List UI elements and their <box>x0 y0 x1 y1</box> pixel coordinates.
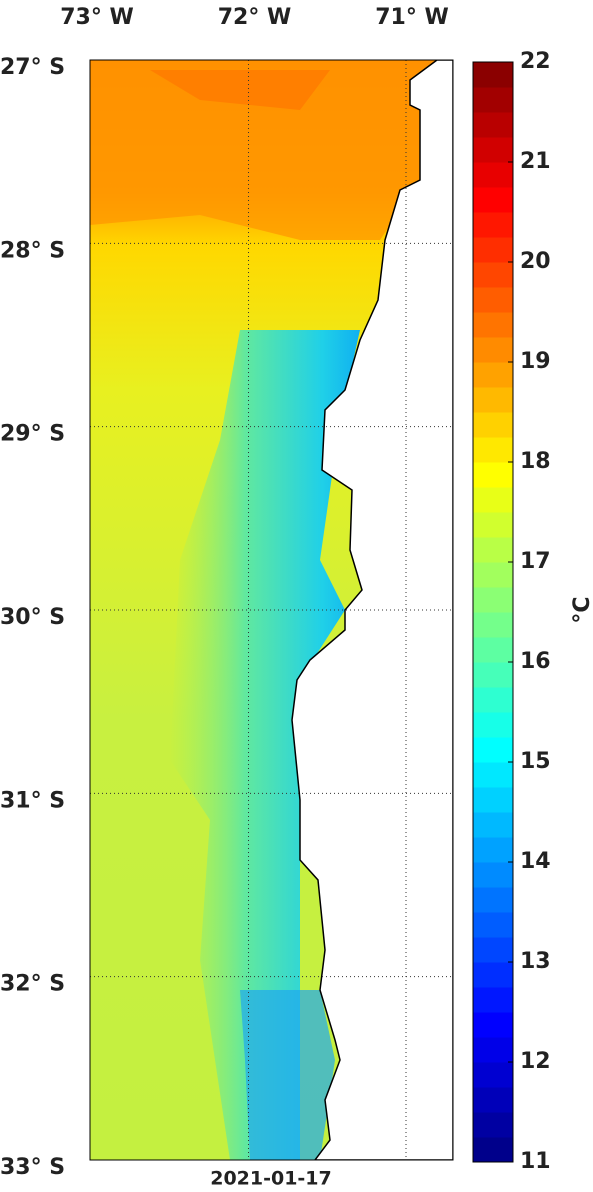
colorbar-band <box>473 712 513 738</box>
colorbar-band <box>473 162 513 188</box>
colorbar-band <box>473 512 513 538</box>
colorbar-band <box>473 412 513 438</box>
map-frame <box>89 59 454 1161</box>
colorbar-tick-label: 16 <box>520 649 551 674</box>
colorbar-tick-label: 17 <box>520 549 551 574</box>
colorbar-band <box>473 812 513 838</box>
date-label: 2021-01-17 <box>210 1168 332 1189</box>
colorbar-band <box>473 987 513 1013</box>
colorbar-band <box>473 962 513 988</box>
colorbar-band <box>473 737 513 763</box>
colorbar-tick-label: 11 <box>520 1149 551 1174</box>
colorbar-band <box>473 312 513 338</box>
colorbar-tick-label: 21 <box>520 149 551 174</box>
colorbar-band <box>473 562 513 588</box>
colorbar-band <box>473 637 513 663</box>
colorbar-tick-label: 19 <box>520 349 551 374</box>
colorbar-frame <box>472 61 514 1163</box>
colorbar-band <box>473 437 513 463</box>
colorbar-band <box>473 612 513 638</box>
colorbar-band <box>473 1012 513 1038</box>
colorbar-band <box>473 487 513 513</box>
colorbar-band <box>473 587 513 613</box>
colorbar-band <box>473 137 513 163</box>
colorbar-band <box>473 287 513 313</box>
colorbar-band <box>473 537 513 563</box>
lat-label: 27° S <box>0 55 65 80</box>
graticule <box>90 60 453 1160</box>
colorbar-tick-label: 22 <box>520 49 551 74</box>
lat-label: 33° S <box>0 1155 65 1180</box>
colorbar-tick-label: 18 <box>520 449 551 474</box>
colorbar-band <box>473 662 513 688</box>
colorbar-tick-label: 13 <box>520 949 551 974</box>
colorbar-band <box>473 1037 513 1063</box>
land <box>291 60 453 1160</box>
colorbar-band <box>473 1062 513 1088</box>
colorbar-band <box>473 887 513 913</box>
colorbar-band <box>473 1112 513 1138</box>
colorbar-band <box>473 687 513 713</box>
colorbar-tick-label: 15 <box>520 749 551 774</box>
lat-label: 30° S <box>0 605 65 630</box>
colorbar-band <box>473 462 513 488</box>
colorbar-band <box>473 1087 513 1113</box>
colorbar-band <box>473 337 513 363</box>
colorbar-band <box>473 762 513 788</box>
colorbar-unit: °C <box>570 596 593 623</box>
colorbar-band <box>473 87 513 113</box>
colorbar-band <box>473 912 513 938</box>
lon-label: 72° W <box>218 5 292 30</box>
colorbar-band <box>473 112 513 138</box>
colorbar-band <box>473 62 513 88</box>
colorbar-tick-label: 14 <box>520 849 551 874</box>
colorbar-band <box>473 937 513 963</box>
colorbar-band <box>473 262 513 288</box>
colorbar-band <box>473 212 513 238</box>
colorbar-band <box>473 387 513 413</box>
colorbar-band <box>473 862 513 888</box>
lat-label: 29° S <box>0 422 65 447</box>
lat-label: 31° S <box>0 788 65 813</box>
colorbar-tick-label: 12 <box>520 1049 551 1074</box>
lat-label: 32° S <box>0 972 65 997</box>
colorbar-tick-label: 20 <box>520 249 551 274</box>
lon-label: 71° W <box>375 5 449 30</box>
lon-label: 73° W <box>60 5 134 30</box>
colorbar-band <box>473 837 513 863</box>
colorbar-band <box>473 187 513 213</box>
colorbar-band <box>473 1137 513 1163</box>
colorbar-band <box>473 362 513 388</box>
colorbar-band <box>473 237 513 263</box>
colorbar-band <box>473 787 513 813</box>
lat-label: 28° S <box>0 238 65 263</box>
colorbar <box>473 61 513 1163</box>
